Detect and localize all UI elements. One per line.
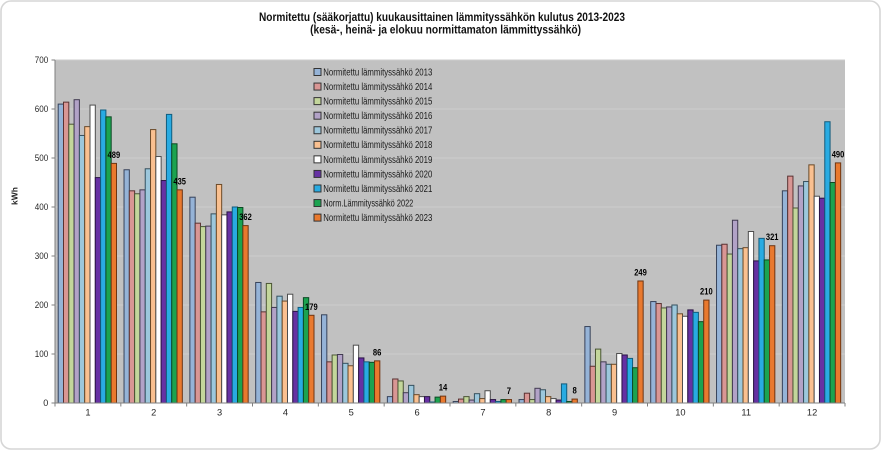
svg-text:14: 14 bbox=[439, 383, 448, 393]
svg-text:600: 600 bbox=[35, 104, 49, 114]
svg-text:Norm.Lämmityssähkö 2022: Norm.Lämmityssähkö 2022 bbox=[323, 198, 413, 209]
svg-text:86: 86 bbox=[373, 347, 382, 357]
svg-text:8: 8 bbox=[573, 386, 577, 396]
svg-text:7: 7 bbox=[480, 408, 485, 418]
svg-text:362: 362 bbox=[239, 212, 252, 222]
svg-text:400: 400 bbox=[35, 202, 49, 212]
svg-text:Normitettu lämmityssähkö 2023: Normitettu lämmityssähkö 2023 bbox=[323, 213, 432, 224]
svg-text:11: 11 bbox=[741, 408, 751, 418]
svg-text:489: 489 bbox=[108, 150, 121, 160]
svg-text:8: 8 bbox=[546, 408, 551, 418]
svg-text:5: 5 bbox=[349, 408, 354, 418]
svg-text:490: 490 bbox=[832, 149, 845, 159]
svg-text:249: 249 bbox=[634, 267, 647, 277]
svg-text:7: 7 bbox=[507, 386, 511, 396]
svg-text:700: 700 bbox=[35, 55, 49, 65]
svg-text:179: 179 bbox=[305, 302, 318, 312]
svg-text:9: 9 bbox=[612, 408, 617, 418]
svg-text:4: 4 bbox=[283, 408, 288, 418]
svg-text:10: 10 bbox=[675, 408, 685, 418]
svg-text:Normitettu lämmityssähkö 2016: Normitettu lämmityssähkö 2016 bbox=[323, 111, 432, 122]
svg-text:0: 0 bbox=[43, 398, 48, 408]
svg-text:500: 500 bbox=[35, 153, 49, 163]
svg-text:321: 321 bbox=[766, 232, 779, 242]
svg-text:Normitettu lämmityssähkö 2013: Normitettu lämmityssähkö 2013 bbox=[323, 67, 432, 78]
svg-text:435: 435 bbox=[173, 176, 186, 186]
svg-text:300: 300 bbox=[35, 251, 49, 261]
svg-text:Normitettu lämmityssähkö 2019: Normitettu lämmityssähkö 2019 bbox=[323, 155, 432, 166]
svg-text:6: 6 bbox=[414, 408, 419, 418]
svg-text:200: 200 bbox=[35, 300, 49, 310]
svg-text:Normitettu lämmityssähkö 2017: Normitettu lämmityssähkö 2017 bbox=[323, 126, 432, 137]
svg-text:100: 100 bbox=[35, 349, 49, 359]
svg-text:Normitettu lämmityssähkö 2014: Normitettu lämmityssähkö 2014 bbox=[323, 82, 432, 93]
svg-text:Normitettu lämmityssähkö 2021: Normitettu lämmityssähkö 2021 bbox=[323, 184, 432, 195]
svg-text:12: 12 bbox=[807, 408, 817, 418]
svg-text:Normitettu lämmityssähkö 2015: Normitettu lämmityssähkö 2015 bbox=[323, 97, 432, 108]
svg-text:210: 210 bbox=[700, 287, 713, 297]
svg-text:Normitettu lämmityssähkö 2018: Normitettu lämmityssähkö 2018 bbox=[323, 140, 432, 151]
svg-text:Normitettu lämmityssähkö 2020: Normitettu lämmityssähkö 2020 bbox=[323, 169, 432, 180]
svg-text:1: 1 bbox=[85, 408, 90, 418]
svg-text:Normitettu (sääkorjattu) kuuka: Normitettu (sääkorjattu) kuukausittainen… bbox=[259, 10, 625, 24]
svg-text:(kesä-, heinä- ja elokuu normi: (kesä-, heinä- ja elokuu normittamaton l… bbox=[310, 23, 581, 37]
svg-text:3: 3 bbox=[217, 408, 222, 418]
svg-text:2: 2 bbox=[151, 408, 156, 418]
svg-text:kWh: kWh bbox=[10, 187, 20, 205]
